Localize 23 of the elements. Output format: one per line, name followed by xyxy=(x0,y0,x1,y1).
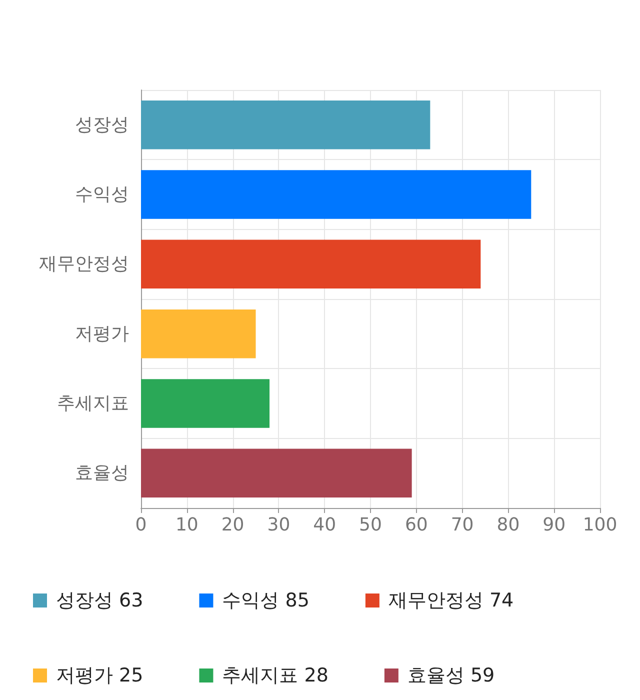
x-tick-label: 60 xyxy=(404,514,428,536)
y-tick-label: 저평가 xyxy=(75,323,129,344)
x-tick-label: 20 xyxy=(221,514,244,536)
x-tick-label: 30 xyxy=(267,514,290,536)
y-tick-label: 효율성 xyxy=(75,462,129,484)
legend-label: 성장성 63 xyxy=(56,590,144,612)
x-tick-label: 70 xyxy=(450,514,474,536)
legend-label: 효율성 59 xyxy=(407,664,495,686)
legend-label: 추세지표 28 xyxy=(222,664,328,686)
x-tick-label: 10 xyxy=(175,514,198,536)
x-tick-label: 0 xyxy=(135,514,147,536)
x-tick-label: 50 xyxy=(359,514,382,536)
x-tick-label: 80 xyxy=(496,514,520,536)
x-tick-label: 90 xyxy=(542,514,566,536)
y-tick-label: 수익성 xyxy=(75,184,129,205)
legend-label: 재무안정성 74 xyxy=(388,590,514,612)
legend-label: 저평가 25 xyxy=(56,664,144,686)
y-tick-label: 추세지표 xyxy=(57,393,129,414)
x-tick-label: 100 xyxy=(582,514,618,536)
x-tick-label: 40 xyxy=(313,514,336,536)
y-tick-label: 성장성 xyxy=(75,114,129,136)
y-tick-label: 재무안정성 xyxy=(39,254,129,275)
legend-label: 수익성 85 xyxy=(222,590,310,612)
